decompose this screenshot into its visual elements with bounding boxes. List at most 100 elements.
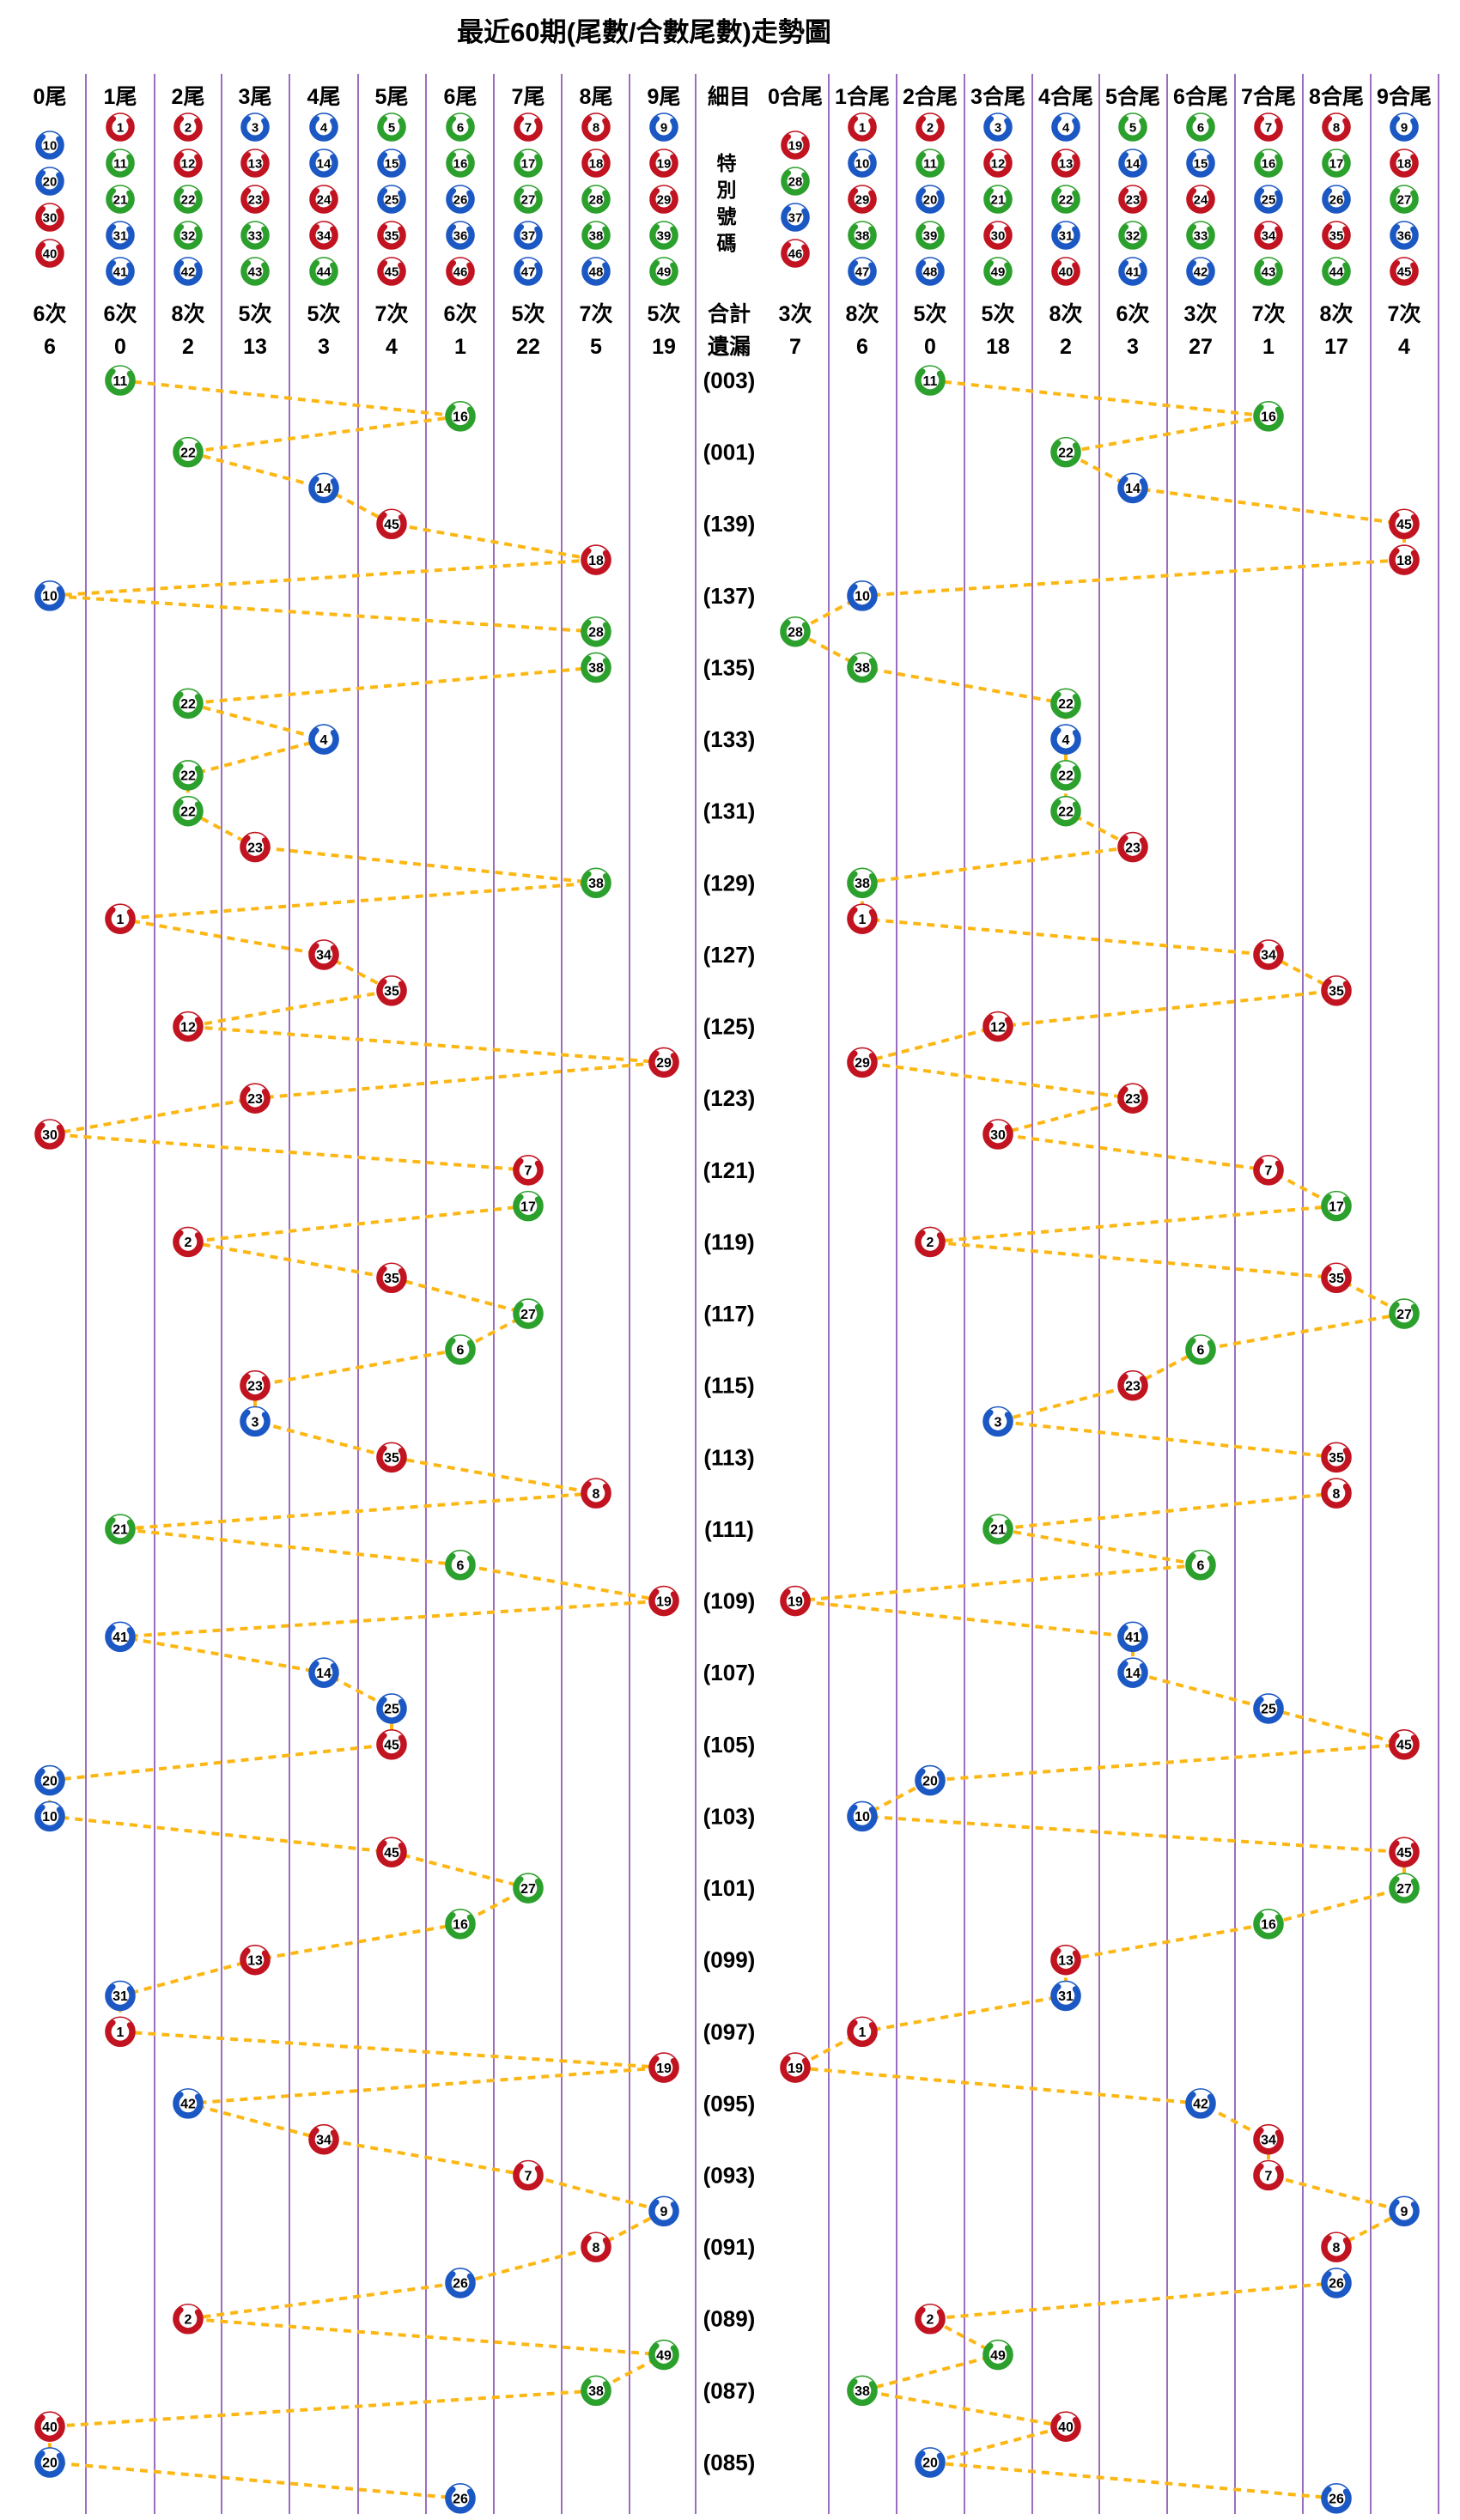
header-ball-swirl	[849, 260, 876, 285]
period-label: (113)	[703, 1444, 754, 1470]
period-label: (139)	[703, 511, 756, 537]
chart-ball-left-swirl	[377, 1266, 406, 1293]
header-ball-number: 10	[855, 156, 870, 171]
header-ball-swirl	[1390, 188, 1418, 213]
header-ball-number: 44	[317, 264, 332, 279]
missing-count: 0	[114, 335, 126, 359]
chart-ball-left-swirl	[309, 1661, 338, 1688]
chart-ball-left-number: 49	[656, 2348, 672, 2363]
chart-ball-right-swirl	[1390, 1840, 1419, 1867]
chart-ball-left-swirl	[106, 368, 135, 395]
period-label: (107)	[703, 1660, 756, 1685]
chart-ball-left-number: 22	[180, 769, 196, 784]
header-ball-number: 35	[385, 228, 399, 243]
header-ball-number: 9	[1401, 120, 1408, 135]
chart-ball-left-number: 22	[180, 697, 196, 712]
chart-ball-right-number: 22	[1058, 805, 1074, 819]
missing-count: 17	[1324, 335, 1348, 359]
chart-ball-left-swirl	[581, 620, 611, 647]
period-label: (097)	[703, 2019, 756, 2044]
header-ball-number: 18	[589, 156, 604, 171]
total-count: 7次	[580, 302, 613, 326]
chart-ball-left-swirl	[173, 2092, 203, 2118]
chart-ball-right-number: 17	[1329, 1199, 1344, 1214]
period-label: (085)	[703, 2450, 756, 2475]
header-ball-swirl	[378, 260, 405, 285]
chart-ball-right-number: 9	[1401, 2205, 1408, 2219]
chart-ball-right-swirl	[1254, 2128, 1283, 2154]
period-label: (003)	[703, 367, 756, 393]
chart-ball-left-number: 26	[453, 2277, 468, 2292]
header-ball-number: 43	[248, 264, 263, 279]
total-count: 8次	[172, 302, 205, 326]
chart-ball-left-swirl	[377, 1445, 406, 1473]
period-label: (127)	[703, 942, 756, 968]
header-ball-number: 19	[788, 138, 803, 153]
chart-ball-left-number: 6	[457, 1344, 465, 1358]
chart-ball-right-number: 16	[1261, 410, 1276, 425]
header-ball-number: 13	[1059, 156, 1074, 171]
chart-ball-left-number: 34	[316, 2133, 332, 2147]
missing-count: 5	[590, 335, 602, 359]
period-label: (095)	[703, 2091, 756, 2116]
header-ball-number: 28	[589, 192, 604, 207]
chart-ball-right-swirl	[1118, 1374, 1147, 1400]
total-count: 5次	[239, 302, 272, 326]
header-ball-swirl	[916, 116, 944, 141]
chart-ball-right-swirl	[1051, 1983, 1080, 2011]
chart-ball-right-swirl	[1322, 2235, 1351, 2262]
chart-ball-left-number: 16	[453, 410, 468, 425]
chart-ball-left-swirl	[309, 727, 338, 755]
chart-ball-right-swirl	[848, 584, 877, 610]
chart-ball-right-swirl	[916, 1230, 945, 1257]
header-ball-number: 43	[1262, 264, 1276, 279]
chart-ball-right-number: 3	[995, 1415, 1002, 1430]
header-ball-number: 25	[385, 192, 399, 207]
chart-ball-right-swirl	[1186, 1338, 1215, 1364]
column-header-tail-1: 1尾	[104, 85, 137, 109]
chart-ball-right-swirl	[781, 620, 810, 647]
total-count: 6次	[1116, 302, 1150, 326]
chart-ball-right-number: 38	[855, 877, 870, 891]
chart-ball-right-swirl	[848, 1050, 877, 1078]
period-label: (133)	[703, 726, 756, 752]
header-ball-number: 6	[1197, 120, 1204, 135]
total-count: 5次	[307, 302, 341, 326]
chart-ball-left-swirl	[377, 1840, 406, 1867]
total-count: 6次	[33, 302, 67, 326]
header-ball-swirl	[916, 188, 944, 213]
chart-ball-right-swirl	[916, 368, 945, 395]
chart-ball-right-number: 14	[1125, 1667, 1141, 1681]
chart-ball-left-swirl	[377, 979, 406, 1005]
chart-ball-right-number: 41	[1125, 1630, 1141, 1645]
period-label: (101)	[703, 1875, 756, 1901]
header-ball-swirl	[1052, 224, 1080, 249]
header-ball-number: 7	[1265, 120, 1272, 135]
chart-ball-right-swirl	[1254, 1158, 1283, 1185]
chart-ball-left-swirl	[514, 1193, 543, 1221]
chart-ball-right-number: 10	[855, 1810, 870, 1825]
header-ball-swirl	[1119, 188, 1147, 213]
chart-ball-right-swirl	[1322, 1193, 1351, 1221]
header-ball-swirl	[1390, 152, 1418, 177]
column-header-sumtail-8: 8合尾	[1309, 84, 1364, 109]
header-ball-number: 2	[185, 120, 192, 135]
header-ball-number: 40	[43, 246, 58, 261]
missing-count: 19	[652, 335, 676, 359]
chart-ball-right-swirl	[848, 655, 877, 683]
chart-ball-right-number: 38	[855, 2384, 870, 2399]
chart-ball-right-number: 45	[1396, 1846, 1412, 1861]
chart-ball-right-swirl	[983, 2342, 1013, 2370]
chart-ball-left-number: 23	[247, 1379, 263, 1394]
header-ball-swirl	[241, 152, 269, 177]
chart-ball-left-swirl	[106, 1983, 135, 2011]
header-ball-number: 47	[521, 264, 536, 279]
total-count: 8次	[1320, 302, 1354, 326]
chart-ball-right-swirl	[916, 1768, 945, 1795]
chart-ball-left-swirl	[35, 1122, 64, 1149]
header-ball-swirl	[1323, 188, 1350, 213]
chart-ball-left-number: 14	[316, 1667, 332, 1681]
chart-ball-left-swirl	[581, 655, 611, 683]
header-ball-swirl	[1119, 224, 1147, 249]
chart-ball-right-swirl	[983, 1517, 1013, 1544]
